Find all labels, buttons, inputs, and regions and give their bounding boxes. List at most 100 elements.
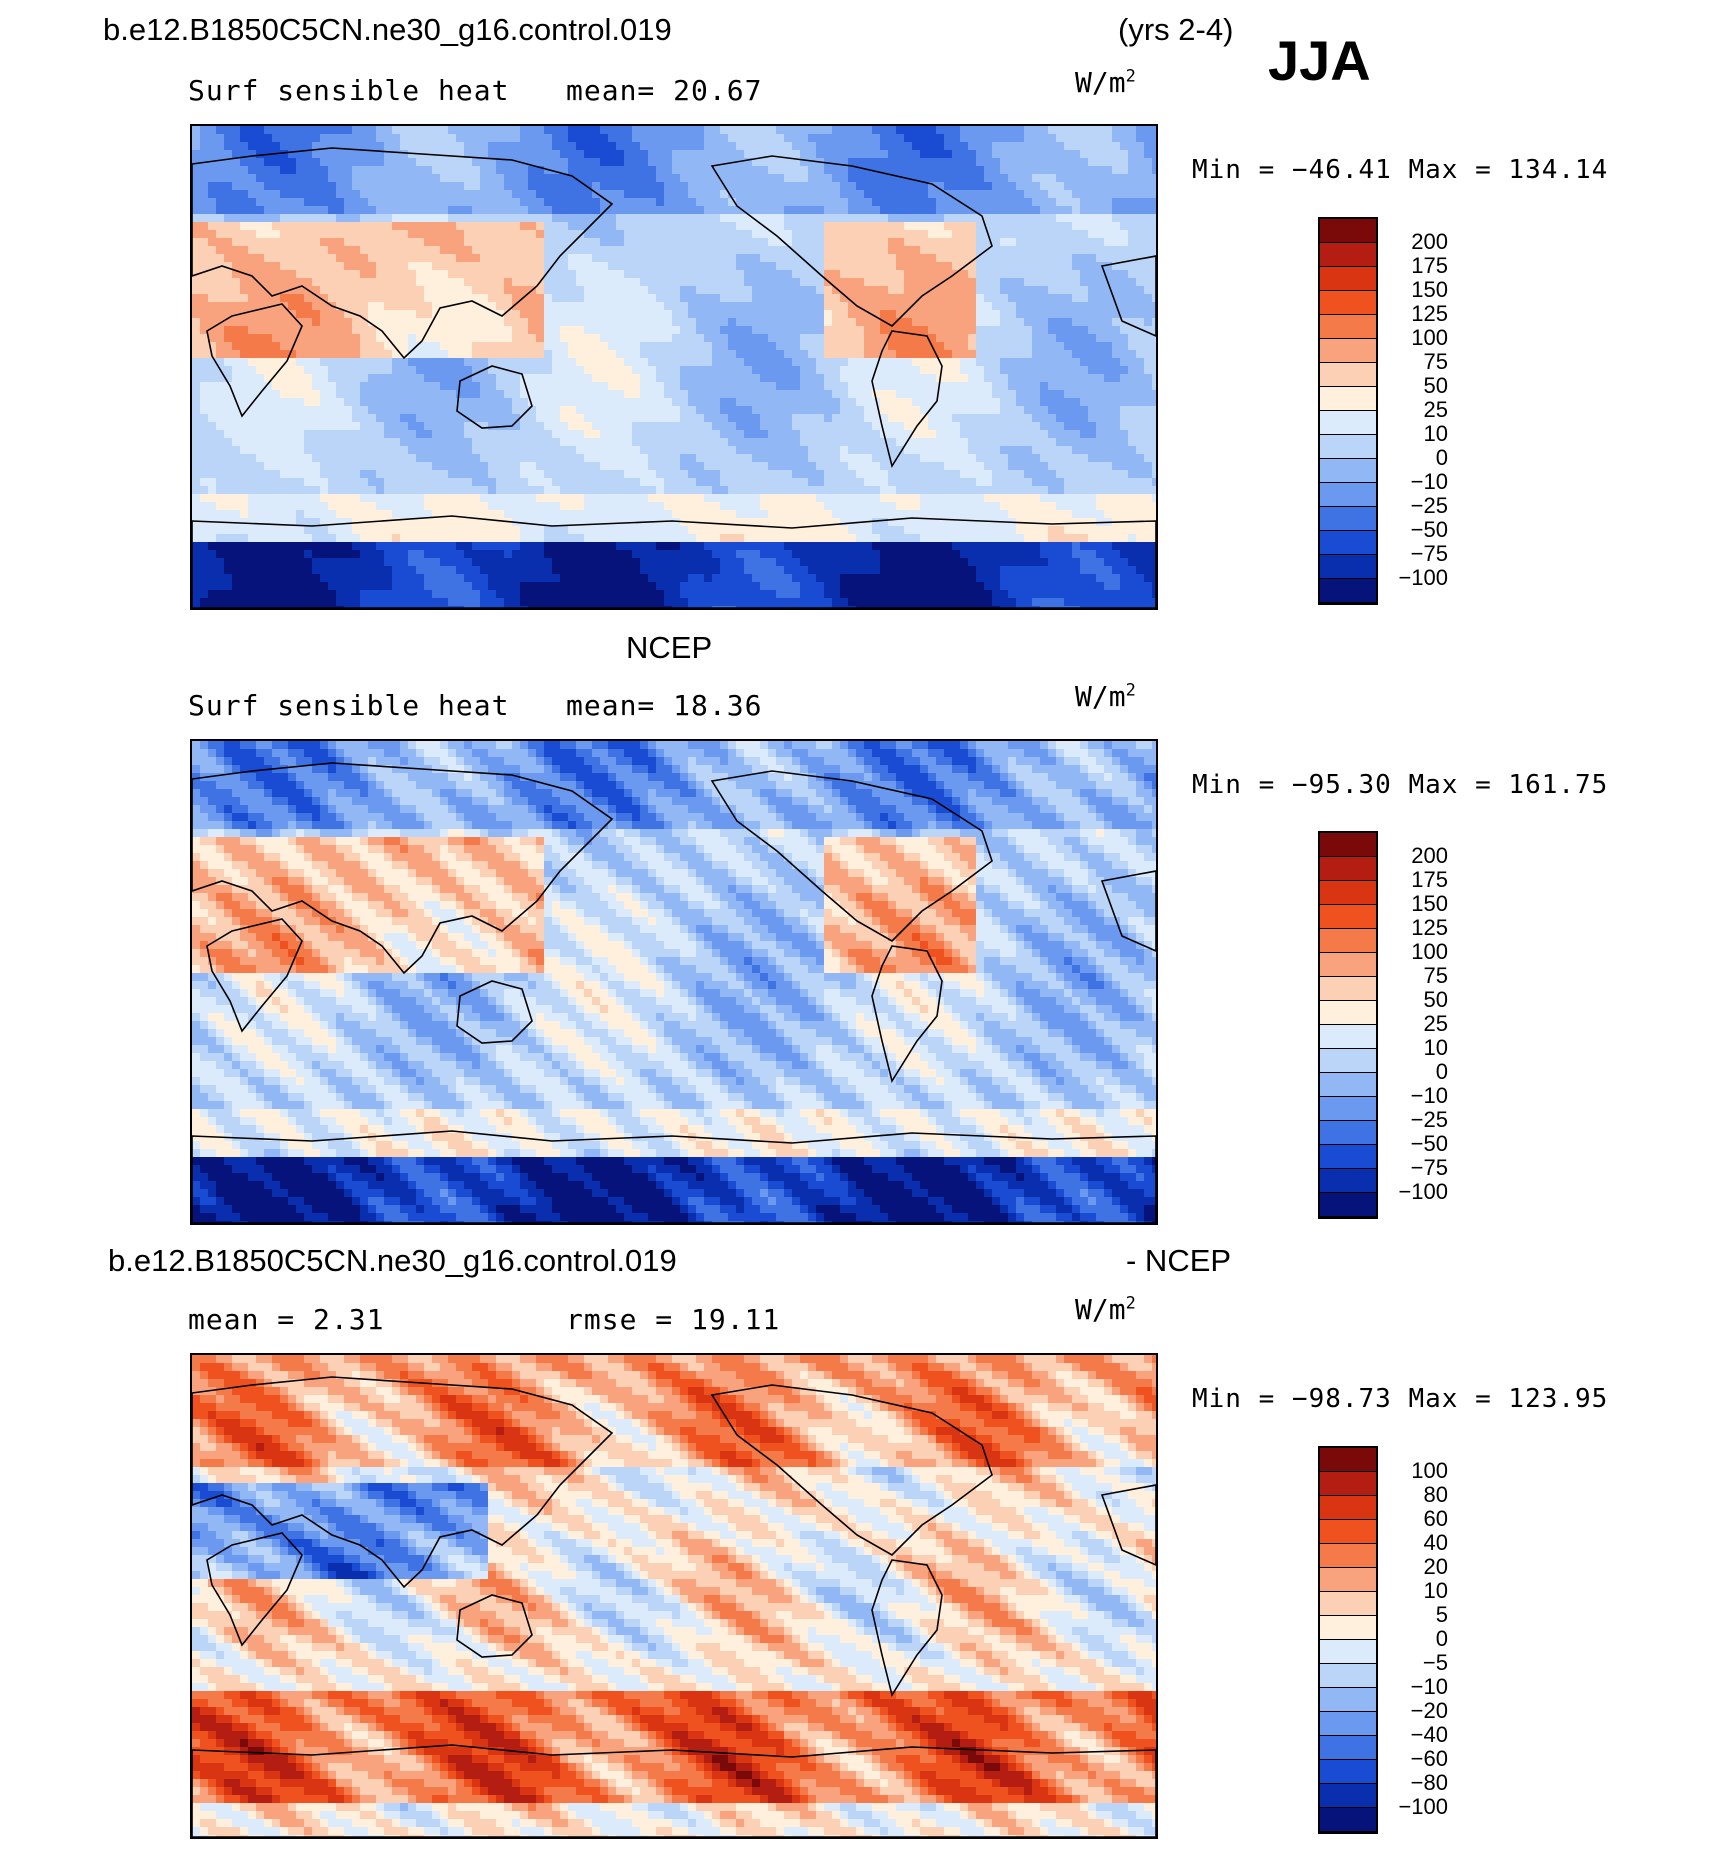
colorbar-tick-label: −10 <box>1316 1083 1448 1109</box>
panel2-colorbar: 200 175 150 125 100 75 50 25 10 0 −10 −25 −50 −75 −100 <box>1316 831 1458 1219</box>
colorbar-swatch <box>1320 1145 1376 1169</box>
coastline <box>871 330 943 469</box>
colorbar-tick-label: −80 <box>1316 1770 1448 1796</box>
colorbar-tick-label: 5 <box>1316 1602 1448 1628</box>
colorbar-tick-label: 10 <box>1316 421 1448 447</box>
colorbar-swatch <box>1320 363 1376 387</box>
panel3-mean: mean = 2.31 <box>188 1303 384 1336</box>
colorbar-tick-label: 75 <box>1316 963 1448 989</box>
colorbar-swatch <box>1320 219 1376 243</box>
coastline <box>192 1744 1156 1837</box>
colorbar-swatches <box>1318 831 1378 1219</box>
panel3-title-left: b.e12.B1850C5CN.ne30_g16.control.019 <box>108 1243 677 1279</box>
colorbar-tick-label: 100 <box>1316 939 1448 965</box>
colorbar-swatch <box>1320 1472 1376 1496</box>
colorbar-swatch <box>1320 1784 1376 1808</box>
colorbar-swatch <box>1320 929 1376 953</box>
colorbar-swatch <box>1320 1568 1376 1592</box>
colorbar-swatch <box>1320 857 1376 881</box>
colorbar-tick-label: 150 <box>1316 277 1448 303</box>
panel3-minmax: Min = −98.73 Max = 123.95 <box>1192 1384 1608 1414</box>
colorbar-tick-label: 25 <box>1316 397 1448 423</box>
colorbar-swatch <box>1320 1049 1376 1073</box>
coastline <box>710 770 993 942</box>
years-label: (yrs 2-4) <box>1118 12 1233 48</box>
colorbar-swatch <box>1320 905 1376 929</box>
panel1-map <box>190 124 1158 610</box>
coastline <box>192 147 614 360</box>
colorbar-tick-label: −75 <box>1316 1155 1448 1181</box>
coastline <box>710 1384 993 1556</box>
colorbar-swatch <box>1320 243 1376 267</box>
colorbar-tick-label: −100 <box>1316 565 1448 591</box>
panel3-title-right: - NCEP <box>1126 1243 1231 1279</box>
colorbar-tick-label: 200 <box>1316 843 1448 869</box>
coastline <box>192 762 614 975</box>
coastline <box>206 918 303 1033</box>
panel1-mean: mean= 20.67 <box>566 74 762 107</box>
colorbar-tick-label: 10 <box>1316 1578 1448 1604</box>
colorbar-tick-label: 20 <box>1316 1554 1448 1580</box>
panel1-field-label: Surf sensible heat <box>188 74 509 107</box>
colorbar-swatch <box>1320 1760 1376 1784</box>
panel1-minmax: Min = −46.41 Max = 134.14 <box>1192 155 1608 185</box>
colorbar-tick-label: −5 <box>1316 1650 1448 1676</box>
colorbar-swatch <box>1320 1001 1376 1025</box>
colorbar-swatch <box>1320 1193 1376 1217</box>
colorbar-swatch <box>1320 1496 1376 1520</box>
colorbar-tick-label: 100 <box>1316 1458 1448 1484</box>
colorbar-swatch <box>1320 579 1376 603</box>
panel2-mean: mean= 18.36 <box>566 689 762 722</box>
colorbar-tick-label: 125 <box>1316 301 1448 327</box>
colorbar-swatch <box>1320 435 1376 459</box>
colorbar-tick-label: −50 <box>1316 517 1448 543</box>
colorbar-tick-label: −75 <box>1316 541 1448 567</box>
colorbar-swatch <box>1320 1592 1376 1616</box>
colorbar-tick-label: 0 <box>1316 1626 1448 1652</box>
colorbar-swatch <box>1320 1640 1376 1664</box>
colorbar-swatch <box>1320 1448 1376 1472</box>
colorbar-swatch <box>1320 411 1376 435</box>
colorbar-swatch <box>1320 1808 1376 1832</box>
panel2-title: NCEP <box>626 630 712 666</box>
colorbar-swatch <box>1320 1544 1376 1568</box>
colorbar-swatch <box>1320 459 1376 483</box>
colorbar-tick-label: 75 <box>1316 349 1448 375</box>
colorbar-swatch <box>1320 555 1376 579</box>
case-title: b.e12.B1850C5CN.ne30_g16.control.019 <box>103 12 672 48</box>
panel3-map <box>190 1353 1158 1839</box>
colorbar-tick-label: −10 <box>1316 469 1448 495</box>
colorbar-tick-label: −10 <box>1316 1674 1448 1700</box>
colorbar-swatch <box>1320 1169 1376 1193</box>
panel3-rmse: rmse = 19.11 <box>566 1303 780 1336</box>
colorbar-tick-label: 0 <box>1316 445 1448 471</box>
colorbar-swatches <box>1318 217 1378 605</box>
panel1-units: W/m2 <box>1075 66 1136 99</box>
colorbar-swatch <box>1320 531 1376 555</box>
coastline <box>206 303 303 418</box>
colorbar-swatch <box>1320 483 1376 507</box>
colorbar-tick-label: 10 <box>1316 1035 1448 1061</box>
colorbar-tick-label: 25 <box>1316 1011 1448 1037</box>
coastline <box>192 515 1156 608</box>
colorbar-tick-label: 175 <box>1316 867 1448 893</box>
season-label: JJA <box>1268 28 1371 93</box>
coastline <box>192 1376 614 1589</box>
colorbar-swatch <box>1320 1520 1376 1544</box>
colorbar-swatch <box>1320 339 1376 363</box>
panel2-minmax: Min = −95.30 Max = 161.75 <box>1192 770 1608 800</box>
coastline <box>456 980 533 1044</box>
colorbar-swatch <box>1320 291 1376 315</box>
colorbar-swatch <box>1320 1073 1376 1097</box>
colorbar-swatch <box>1320 267 1376 291</box>
colorbar-tick-label: 0 <box>1316 1059 1448 1085</box>
colorbar-swatch <box>1320 1025 1376 1049</box>
colorbar-tick-label: 50 <box>1316 373 1448 399</box>
panel1-colorbar: 200 175 150 125 100 75 50 25 10 0 −10 −25 −50 −75 −100 <box>1316 217 1458 605</box>
coastline <box>192 1130 1156 1223</box>
colorbar-swatch <box>1320 315 1376 339</box>
colorbar-tick-label: 150 <box>1316 891 1448 917</box>
panel2-map <box>190 739 1158 1225</box>
colorbar-tick-label: −60 <box>1316 1746 1448 1772</box>
coastline <box>456 1594 533 1658</box>
